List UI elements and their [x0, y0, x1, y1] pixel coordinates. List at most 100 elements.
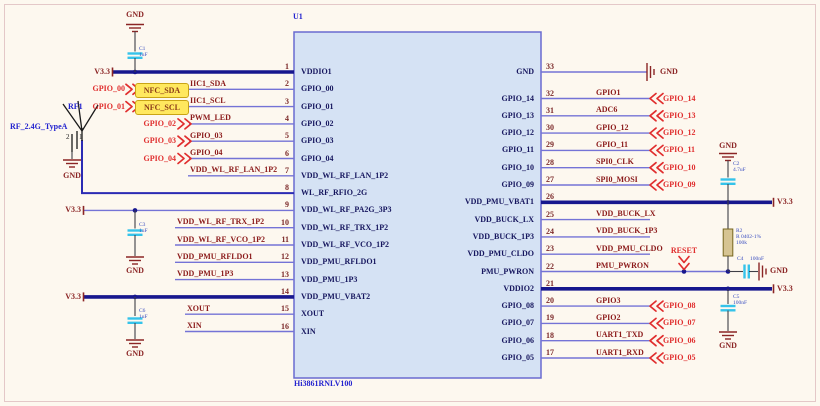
- pin-32-number: 32: [546, 88, 554, 98]
- pin-6-number: 6: [285, 148, 289, 158]
- net-label-gpio_03: GPIO_03: [190, 130, 223, 140]
- pin-12-number: 12: [281, 252, 289, 262]
- chip-pin-name-gpio_11: GPIO_11: [501, 145, 534, 155]
- r2-spec: R 0402-1%: [736, 234, 762, 240]
- chip-pin-name-gpio_12: GPIO_12: [501, 128, 534, 138]
- pin-26-number: 26: [546, 192, 554, 202]
- chip-refdes: U1: [293, 12, 303, 21]
- chip-body: [293, 31, 542, 379]
- pin-7-number: 7: [285, 165, 289, 175]
- chip-pin-name-gpio_14: GPIO_14: [501, 93, 534, 103]
- pin-19-number: 19: [546, 313, 554, 323]
- gnd-label: GND: [126, 266, 144, 275]
- gnd-label: GND: [770, 266, 788, 275]
- chip-pin-name-gpio_01: GPIO_01: [301, 101, 334, 111]
- port-label-gpio_12: GPIO_12: [663, 128, 696, 138]
- left-pin-wires: [81, 70, 294, 333]
- right-pin-wires: [541, 71, 772, 359]
- gnd-label: GND: [126, 10, 144, 19]
- antenna-pin2-number: 2: [66, 133, 70, 141]
- antenna-pin1-number: 1: [79, 133, 83, 141]
- v33-port-bars: [82, 67, 775, 302]
- net-label-iic1_sda: IIC1_SDA: [190, 78, 227, 88]
- gnd-label: GND: [63, 171, 81, 180]
- net-label-gpio_11: GPIO_11: [596, 139, 629, 149]
- pin-5-number: 5: [285, 131, 289, 141]
- gnd-symbol: [646, 63, 655, 81]
- chip-pin-name-vdd_pmu_vbat1: VDD_PMU_VBAT1: [464, 197, 534, 207]
- chip-pin-name-wl_rf_rfio_2g: WL_RF_RFIO_2G: [301, 188, 368, 198]
- port-label-gpio_05: GPIO_05: [663, 353, 696, 362]
- chip-pin-name-vdd_pmu_rfldo1: VDD_PMU_RFLDO1: [301, 257, 377, 267]
- chip-pin-name-pmu_pwron: PMU_PWRON: [481, 266, 534, 276]
- pin-14-number: 14: [281, 286, 289, 296]
- chip-pin-name-vddio1: VDDIO1: [301, 67, 332, 76]
- pin-27-number: 27: [546, 175, 554, 184]
- capacitor-c2: [720, 160, 736, 203]
- pin-15-number: 15: [281, 304, 289, 314]
- port-label-gpio_08: GPIO_08: [663, 301, 696, 311]
- chip-pin-name-vdd_buck_lx: VDD_BUCK_LX: [474, 214, 534, 224]
- gnd-label: GND: [126, 349, 144, 358]
- chip-pin-name-vdd_wl_rf_pa2g_3p3: VDD_WL_RF_PA2G_3P3: [301, 205, 392, 215]
- chip-pin-name-xin: XIN: [301, 326, 316, 336]
- chip-pin-name-vdd_buck_1p3: VDD_BUCK_1P3: [472, 231, 534, 241]
- net-label-spi0_clk: SPI0_CLK: [596, 157, 634, 167]
- net-label-pwm_led: PWM_LED: [190, 113, 231, 123]
- chip-pin-name-vdd_wl_rf_lan_1p2: VDD_WL_RF_LAN_1P2: [301, 170, 389, 180]
- capacitor-c3: [127, 210, 143, 256]
- c3-value: 1uF: [139, 228, 148, 234]
- pin-22-number: 22: [546, 261, 554, 271]
- port-label-gpio_11: GPIO_11: [663, 145, 696, 155]
- net-label-gpio_04: GPIO_04: [190, 148, 223, 157]
- chip-pin-name-vdd_pmu_cldo: VDD_PMU_CLDO: [467, 249, 534, 259]
- gnd-symbol: [719, 152, 737, 162]
- net-label-vdd_buck_lx: VDD_BUCK_LX: [596, 209, 656, 219]
- pin-9-number: 9: [285, 200, 289, 210]
- chip-part-number: Hi3861RNLV100: [294, 379, 353, 388]
- capacitor-c1: [127, 52, 143, 72]
- net-label-vdd_pmu_cldo: VDD_PMU_CLDO: [596, 243, 663, 253]
- pin-25-number: 25: [546, 209, 554, 219]
- port-label-gpio_07: GPIO_07: [663, 318, 696, 328]
- port-label-gpio_03: GPIO_03: [143, 136, 176, 146]
- gnd-symbol: [719, 331, 737, 340]
- port-label-gpio_01: GPIO_01: [92, 101, 125, 111]
- chip-pin-name-gpio_02: GPIO_02: [301, 118, 334, 128]
- port-label-gpio_00: GPIO_00: [92, 84, 125, 94]
- pin-13-number: 13: [281, 269, 289, 279]
- port-label-gpio_06: GPIO_06: [663, 335, 696, 345]
- antenna-type-label: RF_2.4G_TypeA: [10, 122, 68, 131]
- r2-value: 100k: [736, 240, 747, 246]
- pin-24-number: 24: [546, 226, 554, 236]
- chip-pin-name-vdd_pmu_1p3: VDD_PMU_1P3: [301, 274, 358, 284]
- net-label-xin: XIN: [187, 321, 202, 330]
- antenna-refdes: RF1: [68, 102, 83, 111]
- r2-refdes: R2: [736, 228, 743, 234]
- pin-1-number: 1: [285, 62, 289, 71]
- chip-pin-name-gnd: GND: [516, 67, 534, 76]
- c1-refdes: C1: [139, 46, 146, 52]
- port-label-gpio_13: GPIO_13: [663, 110, 696, 120]
- gnd-label: GND: [719, 141, 737, 150]
- net-label-vdd_pmu_rfldo1: VDD_PMU_RFLDO1: [177, 251, 253, 261]
- net-label-spi0_mosi: SPI0_MOSI: [596, 174, 638, 184]
- chip-pin-name-gpio_03: GPIO_03: [301, 136, 334, 146]
- pin-11-number: 11: [281, 235, 289, 244]
- net-tag-nfc_scl: NFC_SCL: [135, 100, 189, 116]
- pin-30-number: 30: [546, 123, 554, 133]
- c1-value: 1uF: [139, 52, 148, 58]
- chip-pin-name-gpio_04: GPIO_04: [301, 153, 334, 163]
- power-port-v33: V3.3: [65, 292, 81, 301]
- port-label-gpio_14: GPIO_14: [663, 93, 696, 103]
- net-label-pmu_pwron: PMU_PWRON: [596, 261, 649, 270]
- c3-refdes: C3: [139, 222, 146, 228]
- pin-3-number: 3: [285, 96, 289, 106]
- power-port-v33: V3.3: [777, 284, 793, 293]
- port-label-gpio_02: GPIO_02: [143, 118, 176, 128]
- net-label-vdd_wl_rf_lan_1p2: VDD_WL_RF_LAN_1P2: [190, 165, 278, 175]
- pin-20-number: 20: [546, 296, 554, 306]
- net-label-gpio2: GPIO2: [596, 312, 621, 322]
- chip-pin-name-gpio_10: GPIO_10: [501, 162, 534, 172]
